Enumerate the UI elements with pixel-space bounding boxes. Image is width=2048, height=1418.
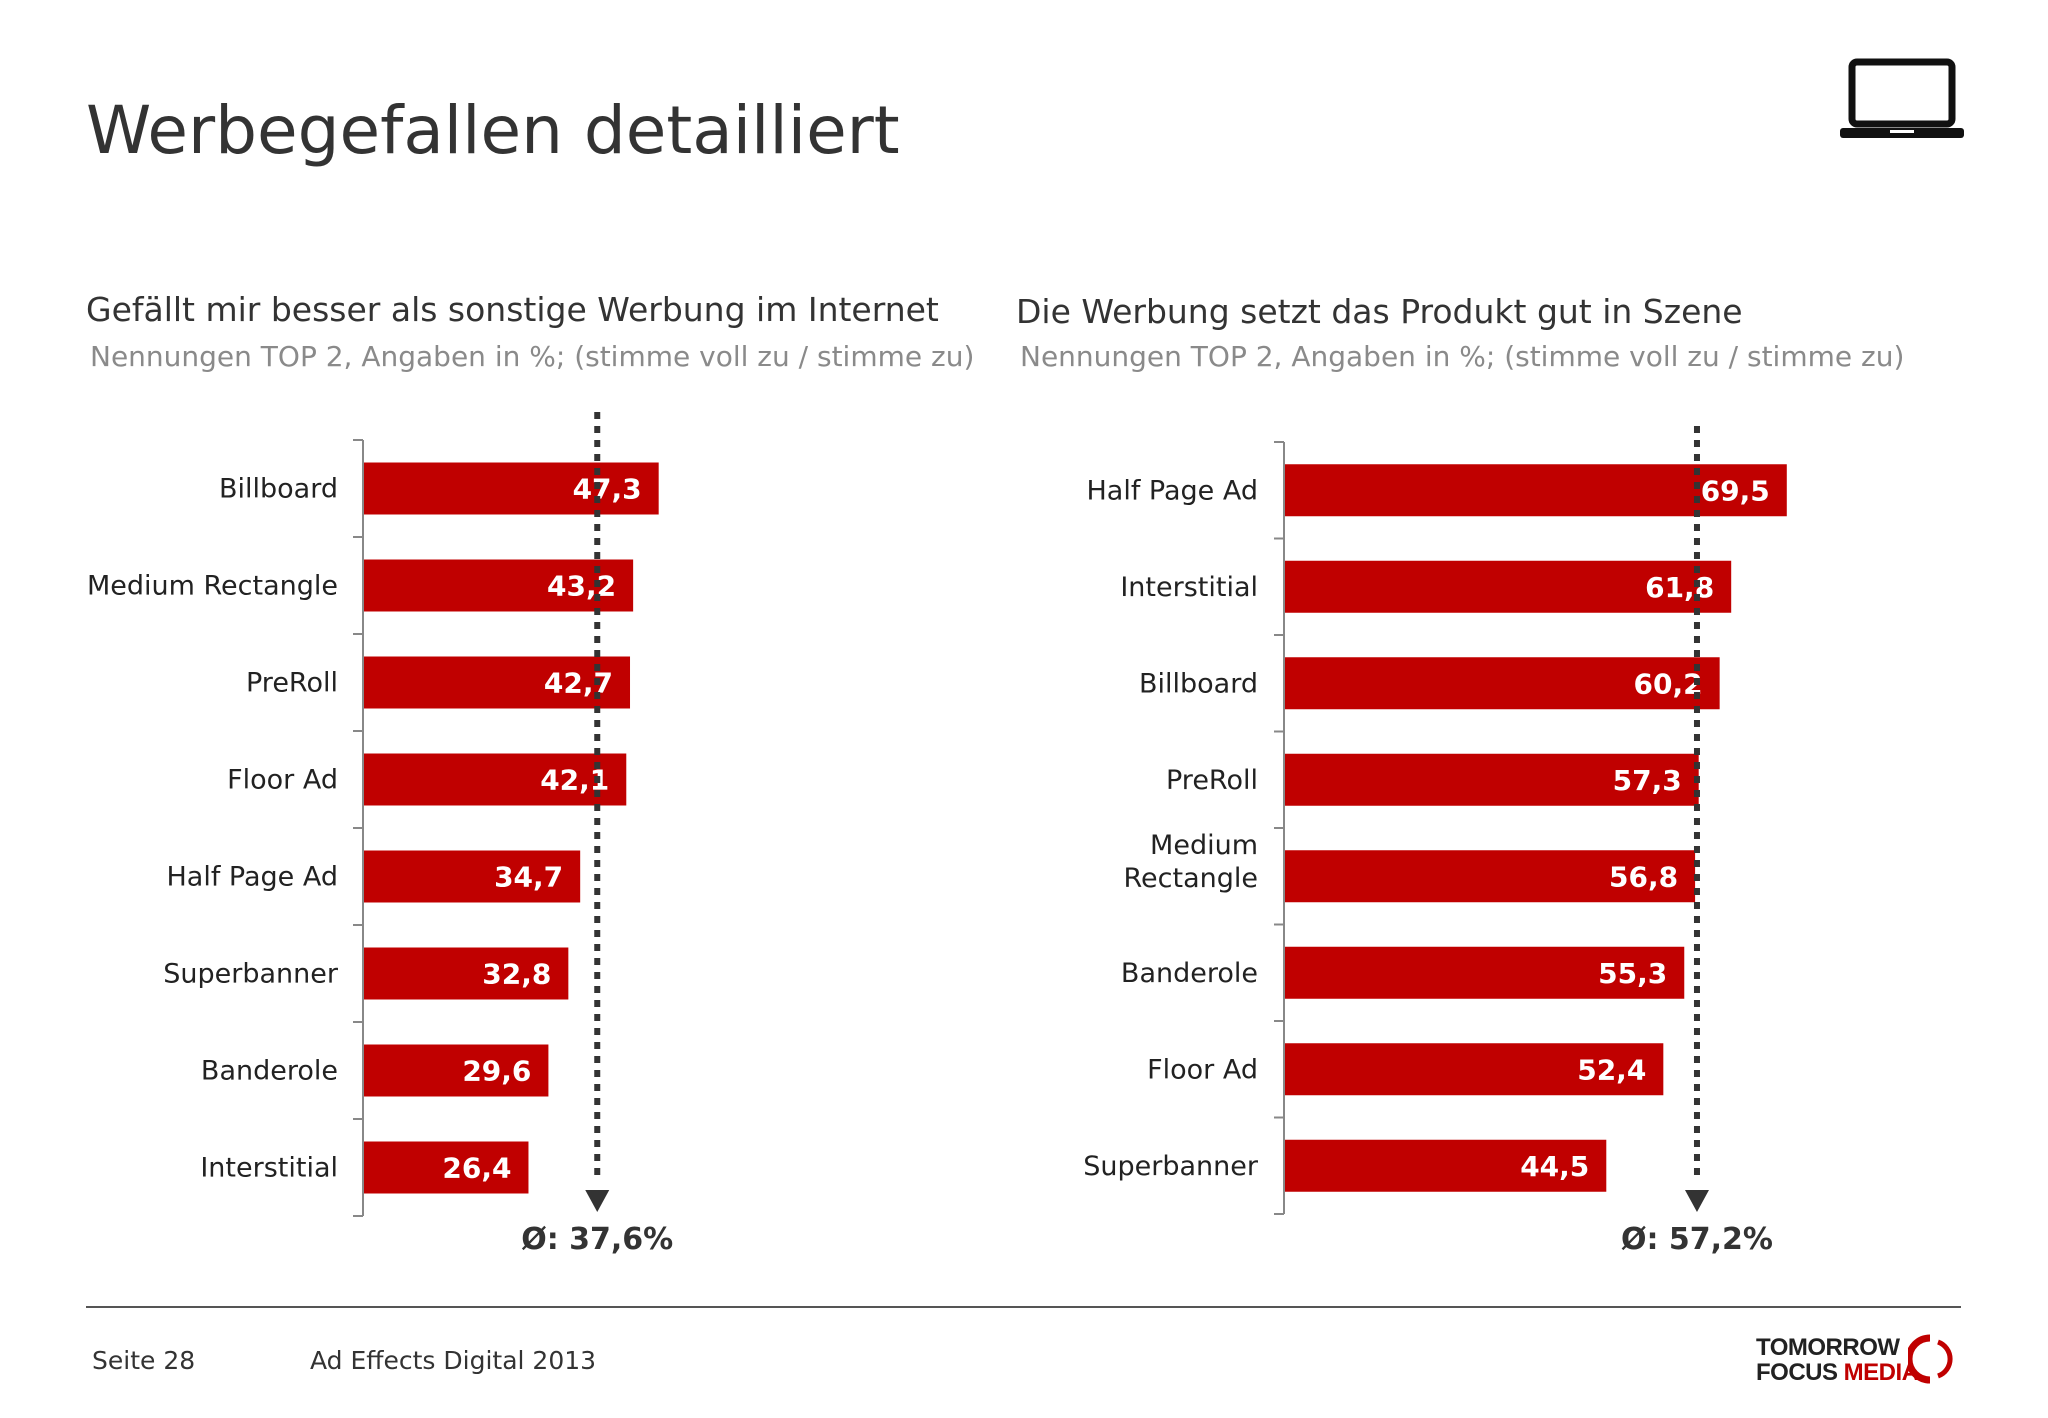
chart-1-bar: [364, 850, 581, 903]
chart-2-bar: [1285, 850, 1696, 903]
chart-1-category-label: Superbanner: [163, 959, 339, 990]
chart-2-bar: [1285, 1139, 1607, 1192]
chart-2-bar: [1285, 753, 1699, 806]
chart-2-bar: [1285, 946, 1685, 999]
chart-2-category-label: Medium Rectangle: [1124, 830, 1259, 894]
chart-2-value-label: 57,3: [1613, 764, 1682, 797]
laptop-icon: [1840, 58, 1964, 138]
chart-2-value-label: 56,8: [1609, 860, 1678, 893]
chart-1-bar: [364, 1044, 549, 1097]
logo-text-top: TOMORROW: [1756, 1334, 1900, 1361]
chart-2-category-label: PreRoll: [1166, 765, 1258, 796]
chart-1-value-label: 42,7: [544, 667, 613, 700]
chart-1-bar: [364, 559, 634, 612]
chart-1-value-label: 34,7: [494, 861, 563, 894]
chart-2-category-label-line: Medium: [1150, 830, 1258, 861]
chart-1-title: Gefällt mir besser als sonstige Werbung …: [86, 290, 939, 329]
chart-1-value-label: 26,4: [442, 1152, 511, 1185]
chart-2-category-label: Billboard: [1139, 668, 1258, 699]
page-title: Werbegefallen detailliert: [86, 92, 900, 169]
chart-1-category-label: Medium Rectangle: [87, 571, 338, 602]
chart-2-value-label: 61,8: [1645, 571, 1714, 604]
chart-1-category-label: Banderole: [201, 1056, 338, 1087]
chart-1-category-label: Interstitial: [200, 1153, 338, 1184]
chart-2-value-label: 55,3: [1598, 957, 1667, 990]
footer-page-number: Seite 28: [92, 1346, 196, 1375]
chart-1-category-label: Half Page Ad: [166, 862, 338, 893]
chart-1-average-arrow: [585, 1190, 610, 1212]
chart-2-average-arrow: [1684, 1190, 1709, 1212]
chart-2-value-label: 52,4: [1577, 1053, 1646, 1086]
chart-2-subtitle: Nennungen TOP 2, Angaben in %; (stimme v…: [1020, 340, 1905, 373]
chart-1-value-label: 43,2: [547, 570, 616, 603]
chart-2-value-label: 60,2: [1634, 667, 1703, 700]
chart-2-category-label: Banderole: [1121, 958, 1258, 989]
logo-text-bottom: FOCUS MEDIA: [1756, 1359, 1919, 1387]
chart-2-title: Die Werbung setzt das Produkt gut in Sze…: [1016, 292, 1743, 331]
chart-1-value-label: 32,8: [482, 958, 551, 991]
chart-1-category-label: Billboard: [219, 474, 338, 505]
chart-2-category-label: Floor Ad: [1147, 1054, 1258, 1085]
chart-2-bar: [1285, 464, 1787, 517]
chart-1-value-label: 29,6: [462, 1055, 531, 1088]
logo-text-focus: FOCUS: [1756, 1359, 1838, 1386]
chart-2-bar: [1285, 1043, 1664, 1096]
chart-1-bar: [364, 462, 659, 515]
footer-divider: [86, 1306, 1961, 1308]
chart-1-value-label: 47,3: [573, 473, 642, 506]
chart-2-category-label: Interstitial: [1120, 572, 1258, 603]
chart-1-bar: [364, 947, 569, 1000]
bar-charts: Billboard 47,3 Medium Rectangle 43,2 PreRoll…: [87, 412, 1787, 1217]
chart-1-category-label: Floor Ad: [227, 765, 338, 796]
chart-2-average-label: Ø: 57,2%: [1620, 1222, 1773, 1257]
chart-2-category-label: Half Page Ad: [1086, 475, 1258, 506]
chart-1-bar: [364, 1141, 529, 1194]
chart-2-bar: [1285, 657, 1720, 710]
footer-study-name: Ad Effects Digital 2013: [310, 1346, 597, 1375]
chart-2-bar: [1285, 560, 1732, 613]
company-logo: TOMORROW FOCUS MEDIA: [1756, 1332, 1964, 1388]
chart-1-category-label: PreRoll: [246, 668, 338, 699]
chart-1-subtitle: Nennungen TOP 2, Angaben in %; (stimme v…: [90, 340, 975, 373]
chart-2-category-label-line: Rectangle: [1124, 863, 1259, 894]
logo-text-media: MEDIA: [1843, 1359, 1919, 1386]
logo-mark-icon: [1908, 1334, 1953, 1384]
chart-2-value-label: 69,5: [1701, 474, 1770, 507]
chart-2-category-label: Superbanner: [1083, 1151, 1259, 1182]
chart-1-bar: [364, 753, 627, 806]
chart-1-average-label: Ø: 37,6%: [521, 1222, 674, 1257]
chart-2-value-label: 44,5: [1520, 1150, 1589, 1183]
chart-1-bar: [364, 656, 631, 709]
